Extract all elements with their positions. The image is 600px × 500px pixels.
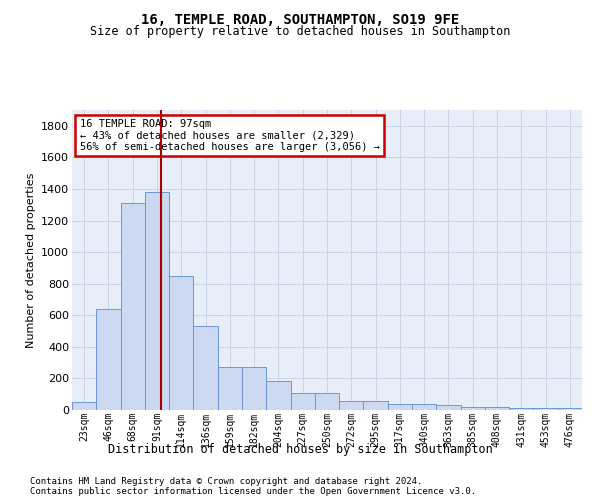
Text: Contains public sector information licensed under the Open Government Licence v3: Contains public sector information licen…: [30, 488, 476, 496]
Bar: [72, 402, 96, 410]
Bar: [461, 407, 485, 410]
Bar: [169, 276, 193, 410]
Bar: [315, 394, 339, 410]
Bar: [485, 407, 509, 410]
Bar: [339, 400, 364, 410]
Bar: [193, 326, 218, 410]
Bar: [266, 381, 290, 410]
Text: 16 TEMPLE ROAD: 97sqm
← 43% of detached houses are smaller (2,329)
56% of semi-d: 16 TEMPLE ROAD: 97sqm ← 43% of detached …: [80, 119, 380, 152]
Bar: [364, 400, 388, 410]
Bar: [436, 406, 461, 410]
Bar: [558, 408, 582, 410]
Bar: [121, 203, 145, 410]
Text: Size of property relative to detached houses in Southampton: Size of property relative to detached ho…: [90, 25, 510, 38]
Text: Distribution of detached houses by size in Southampton: Distribution of detached houses by size …: [107, 442, 493, 456]
Text: Contains HM Land Registry data © Crown copyright and database right 2024.: Contains HM Land Registry data © Crown c…: [30, 478, 422, 486]
Bar: [242, 368, 266, 410]
Bar: [96, 309, 121, 410]
Bar: [290, 394, 315, 410]
Bar: [145, 192, 169, 410]
Y-axis label: Number of detached properties: Number of detached properties: [26, 172, 35, 348]
Bar: [412, 404, 436, 410]
Bar: [218, 368, 242, 410]
Bar: [533, 408, 558, 410]
Bar: [388, 404, 412, 410]
Bar: [509, 408, 533, 410]
Text: 16, TEMPLE ROAD, SOUTHAMPTON, SO19 9FE: 16, TEMPLE ROAD, SOUTHAMPTON, SO19 9FE: [141, 12, 459, 26]
